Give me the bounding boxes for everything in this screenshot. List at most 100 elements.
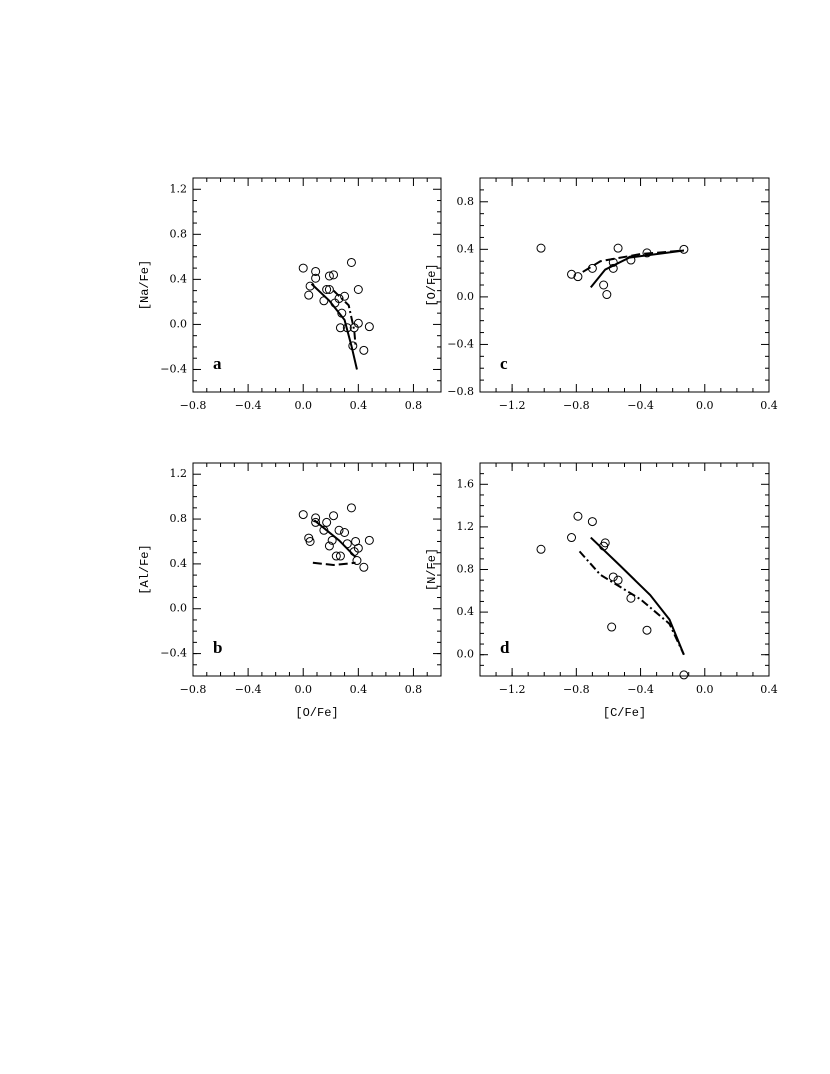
data-point xyxy=(329,270,339,280)
data-point xyxy=(536,544,546,554)
data-point xyxy=(573,272,583,282)
panel: −0.8 −0.4 0.0 0.4 0.8 −0.4 0.0 0.4 0.8 1.2 [O/Fe] [… xyxy=(138,462,442,720)
data-point xyxy=(599,280,609,290)
model-curve xyxy=(313,519,357,558)
data-point xyxy=(327,535,337,545)
data-point xyxy=(334,525,344,535)
x-tick-label: −0.8 xyxy=(563,399,590,412)
plot-frame xyxy=(192,177,442,393)
y-tick-label: 0.8 xyxy=(457,195,475,208)
model-curve xyxy=(332,289,357,346)
y-tick-label: 1.6 xyxy=(457,477,475,490)
y-tick-label: 0.8 xyxy=(457,563,475,576)
y-tick-label: 0.0 xyxy=(457,648,475,661)
panel-label: b xyxy=(213,638,222,657)
plot-frame xyxy=(192,462,442,677)
y-axis-title: [Al/Fe] xyxy=(138,544,152,594)
y-tick-label: 0.4 xyxy=(457,605,475,618)
panel: −0.8 −0.4 0.0 0.4 0.8 −0.4 0.0 0.4 0.8 1.2 [Na/Fe]… xyxy=(138,177,442,412)
x-tick-label: 0.4 xyxy=(350,399,368,412)
y-tick-label: −0.8 xyxy=(447,385,474,398)
data-point xyxy=(353,285,363,295)
data-point xyxy=(340,291,350,301)
x-tick-label: 0.4 xyxy=(760,399,778,412)
model-curve xyxy=(590,249,685,289)
data-point xyxy=(311,266,321,276)
y-tick-label: 0.4 xyxy=(170,272,188,285)
data-point xyxy=(567,269,577,279)
data-point xyxy=(353,318,363,328)
data-point xyxy=(324,285,334,295)
x-tick-label: 0.0 xyxy=(294,683,312,696)
data-point xyxy=(613,243,623,253)
data-point xyxy=(567,533,577,543)
data-point xyxy=(587,517,597,527)
panel: −1.2 −0.8 −0.4 0.0 0.4 −0.8 −0.4 0.0 0.4 0.8 [O/Fe… xyxy=(425,177,778,412)
x-tick-label: −0.4 xyxy=(627,399,654,412)
data-point xyxy=(359,345,369,355)
panel-label: c xyxy=(500,354,508,373)
model-curve xyxy=(590,536,685,656)
x-tick-label: −0.8 xyxy=(180,683,207,696)
data-point xyxy=(352,556,362,566)
y-axis-title: [N/Fe] xyxy=(425,548,439,591)
data-point xyxy=(340,528,350,538)
data-point xyxy=(324,541,334,551)
y-tick-label: 1.2 xyxy=(170,467,188,480)
data-point xyxy=(311,517,321,527)
x-tick-label: 0.8 xyxy=(405,683,423,696)
panel-label: a xyxy=(213,354,222,373)
y-tick-label: 0.4 xyxy=(457,242,475,255)
data-point xyxy=(642,625,652,635)
data-point xyxy=(322,517,332,527)
panel: −1.2 −0.8 −0.4 0.0 0.4 0.0 0.4 0.8 1.2 1.6 [C/Fe] [… xyxy=(425,462,778,720)
data-point xyxy=(364,535,374,545)
data-point xyxy=(626,255,636,265)
y-tick-label: 0.8 xyxy=(170,512,188,525)
y-axis-title: [Na/Fe] xyxy=(138,260,152,310)
data-point xyxy=(353,543,363,553)
x-tick-label: −0.4 xyxy=(235,399,262,412)
x-tick-label: −1.2 xyxy=(499,683,526,696)
data-point xyxy=(305,536,315,546)
x-axis-title: [C/Fe] xyxy=(603,706,646,720)
y-tick-label: 0.4 xyxy=(170,557,188,570)
x-tick-label: −1.2 xyxy=(499,399,526,412)
data-point xyxy=(573,511,583,521)
x-tick-label: 0.0 xyxy=(294,399,312,412)
data-point xyxy=(613,575,623,585)
data-point xyxy=(324,271,334,281)
y-tick-label: 0.8 xyxy=(170,227,188,240)
data-point xyxy=(335,323,345,333)
x-axis-title: [O/Fe] xyxy=(295,706,338,720)
panel-label: d xyxy=(500,638,510,657)
model-curve xyxy=(582,249,684,273)
model-curve xyxy=(310,283,358,370)
data-point xyxy=(335,551,345,561)
y-axis-title: [O/Fe] xyxy=(425,263,439,306)
model-curve xyxy=(312,561,356,567)
x-tick-label: −0.8 xyxy=(180,399,207,412)
x-tick-label: 0.8 xyxy=(405,399,423,412)
data-point xyxy=(311,273,321,283)
data-point xyxy=(536,243,546,253)
data-point xyxy=(679,244,689,254)
model-curve xyxy=(578,550,685,656)
y-tick-label: 1.2 xyxy=(170,182,188,195)
data-point xyxy=(346,257,356,267)
y-tick-label: −0.4 xyxy=(447,337,474,350)
y-tick-label: 0.0 xyxy=(170,317,188,330)
x-tick-label: −0.8 xyxy=(563,683,590,696)
data-point xyxy=(331,551,341,561)
y-tick-label: −0.4 xyxy=(160,362,187,375)
x-tick-label: −0.4 xyxy=(627,683,654,696)
data-point xyxy=(679,670,689,680)
data-point xyxy=(329,511,339,521)
data-point xyxy=(602,290,612,300)
x-tick-label: 0.0 xyxy=(696,683,714,696)
y-tick-label: 0.0 xyxy=(457,290,475,303)
data-point xyxy=(364,322,374,332)
data-point xyxy=(608,572,618,582)
data-point xyxy=(322,285,332,295)
